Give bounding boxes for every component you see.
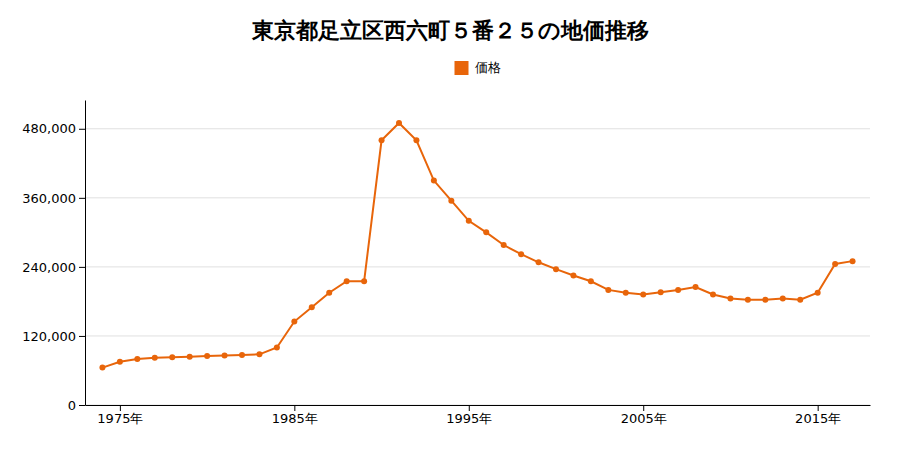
tick-label: 360,000 xyxy=(22,190,76,205)
marker xyxy=(222,353,228,359)
marker xyxy=(466,218,472,224)
marker xyxy=(152,355,158,361)
tick-label: 1995年 xyxy=(446,411,492,426)
legend: 価格 xyxy=(455,60,501,75)
marker xyxy=(658,289,664,295)
marker xyxy=(693,284,699,290)
axis-line xyxy=(86,405,871,406)
marker xyxy=(640,292,646,298)
marker xyxy=(710,292,716,298)
tick: 2005年 xyxy=(621,405,667,426)
marker xyxy=(501,242,507,248)
tick-label: 2015年 xyxy=(795,411,841,426)
plot: 1975年 1985年 1995年 2005年 2015年 0 120,000 240,000… xyxy=(22,101,870,427)
marker xyxy=(413,137,419,143)
tick-label: 0 xyxy=(68,398,76,413)
grid-line xyxy=(85,335,870,336)
grid-line xyxy=(85,128,870,129)
marker xyxy=(553,266,559,272)
marker xyxy=(570,273,576,279)
grid-line xyxy=(85,266,870,267)
y-axis: 0 120,000 240,000 360,000 480,000 xyxy=(22,101,85,413)
tick-label: 240,000 xyxy=(22,260,76,275)
marker xyxy=(134,356,140,362)
marker xyxy=(727,296,733,302)
marker xyxy=(675,287,681,293)
marker xyxy=(361,278,367,284)
tick: 2015年 xyxy=(795,405,841,426)
marker xyxy=(274,344,280,350)
tick-mark xyxy=(79,198,85,199)
marker xyxy=(832,261,838,267)
tick-label: 1985年 xyxy=(272,411,318,426)
grid xyxy=(85,129,870,405)
marker xyxy=(797,297,803,303)
tick: 1985年 xyxy=(272,405,318,426)
tick-mark xyxy=(79,405,85,406)
tick: 1975年 xyxy=(97,405,143,426)
marker xyxy=(239,352,245,358)
legend-swatch xyxy=(455,61,469,75)
marker xyxy=(850,258,856,264)
tick-mark xyxy=(643,405,644,411)
marker xyxy=(256,351,262,357)
marker xyxy=(431,178,437,184)
grid-line xyxy=(85,197,870,198)
tick-mark xyxy=(469,405,470,411)
tick: 1995年 xyxy=(446,405,492,426)
tick-label: 1975年 xyxy=(97,411,143,426)
x-axis: 1975年 1985年 1995年 2005年 2015年 xyxy=(86,405,871,426)
marker xyxy=(344,278,350,284)
title: 東京都足立区西六町５番２５の地価推移 xyxy=(251,18,649,43)
tick-mark xyxy=(79,129,85,130)
marker xyxy=(204,353,210,359)
marker xyxy=(117,359,123,365)
marker xyxy=(815,290,821,296)
marker xyxy=(762,297,768,303)
tick-label: 2005年 xyxy=(621,411,667,426)
markers xyxy=(99,120,855,371)
grid-line xyxy=(85,405,870,406)
marker xyxy=(448,198,454,204)
tick-mark xyxy=(79,336,85,337)
marker xyxy=(605,287,611,293)
marker xyxy=(623,290,629,296)
marker xyxy=(187,354,193,360)
marker xyxy=(745,297,751,303)
marker xyxy=(536,259,542,265)
tick-label: 120,000 xyxy=(22,329,76,344)
tick-label: 480,000 xyxy=(22,121,76,136)
tick: 480,000 xyxy=(22,121,85,136)
legend-item: 価格 xyxy=(455,60,501,75)
tick-mark xyxy=(79,267,85,268)
tick: 360,000 xyxy=(22,190,85,205)
marker xyxy=(588,278,594,284)
tick: 120,000 xyxy=(22,329,85,344)
tick: 240,000 xyxy=(22,260,85,275)
marker xyxy=(396,120,402,126)
marker xyxy=(99,365,105,371)
marker xyxy=(169,354,175,360)
line xyxy=(102,123,852,368)
tick-mark xyxy=(294,405,295,411)
marker xyxy=(309,304,315,310)
legend-label: 価格 xyxy=(475,60,501,75)
axis-line xyxy=(85,101,86,406)
tick-mark xyxy=(818,405,819,411)
chart: 東京都足立区西六町５番２５の地価推移 1975年 1985年 1995年 2005年 20… xyxy=(0,0,900,450)
marker xyxy=(483,229,489,235)
marker xyxy=(326,290,332,296)
marker xyxy=(379,137,385,143)
marker xyxy=(780,296,786,302)
marks xyxy=(99,120,855,371)
marker xyxy=(518,251,524,257)
tick-mark xyxy=(120,405,121,411)
marker xyxy=(291,319,297,325)
tick: 0 xyxy=(68,398,85,413)
